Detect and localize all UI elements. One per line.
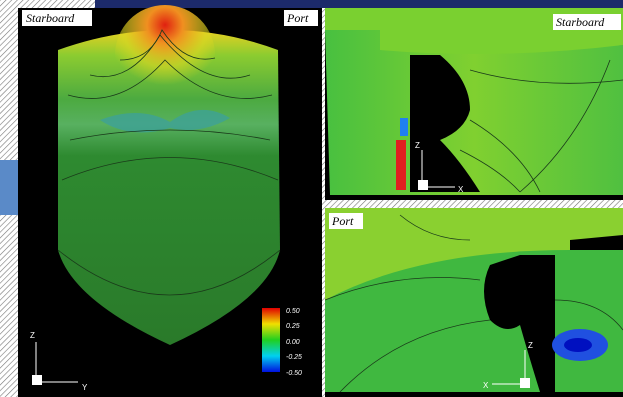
axis-label: Z: [528, 341, 533, 350]
axis-label: Z: [30, 331, 35, 340]
flow-field: [325, 30, 623, 195]
colorbar-label: -0.25: [286, 354, 302, 361]
axis-origin: [520, 378, 530, 388]
axis-label: X: [458, 185, 464, 194]
axis-label: Z: [415, 141, 420, 150]
axis-origin: [32, 375, 42, 385]
axis-label: X: [483, 381, 489, 390]
axis-origin: [418, 180, 428, 190]
colorbar-label: -0.50: [286, 370, 302, 377]
colorbar-label: 0.25: [286, 323, 300, 330]
colorbar: [262, 308, 280, 372]
page: 0.50 0.25 0.00 -0.25 -0.50 Starboard Por…: [0, 0, 623, 397]
view-label: Starboard: [556, 15, 605, 29]
view-label: Starboard: [26, 11, 75, 25]
bottom-right-view: Port Z X: [325, 208, 623, 397]
left-view: 0.50 0.25 0.00 -0.25 -0.50 Starboard Por…: [18, 5, 322, 397]
low-region: [564, 338, 592, 352]
low-region: [400, 118, 408, 136]
colorbar-label: 0.50: [286, 308, 300, 315]
view-label: Port: [286, 11, 309, 25]
side-tab: [0, 160, 18, 215]
screenshot: 0.50 0.25 0.00 -0.25 -0.50 Starboard Por…: [0, 0, 623, 397]
colorbar-label: 0.00: [286, 339, 300, 346]
axis-label: Y: [82, 383, 88, 392]
top-right-view: Starboard Z X: [325, 8, 623, 200]
pressure-peak: [115, 5, 215, 105]
view-label: Port: [331, 214, 354, 228]
high-region: [396, 140, 406, 190]
